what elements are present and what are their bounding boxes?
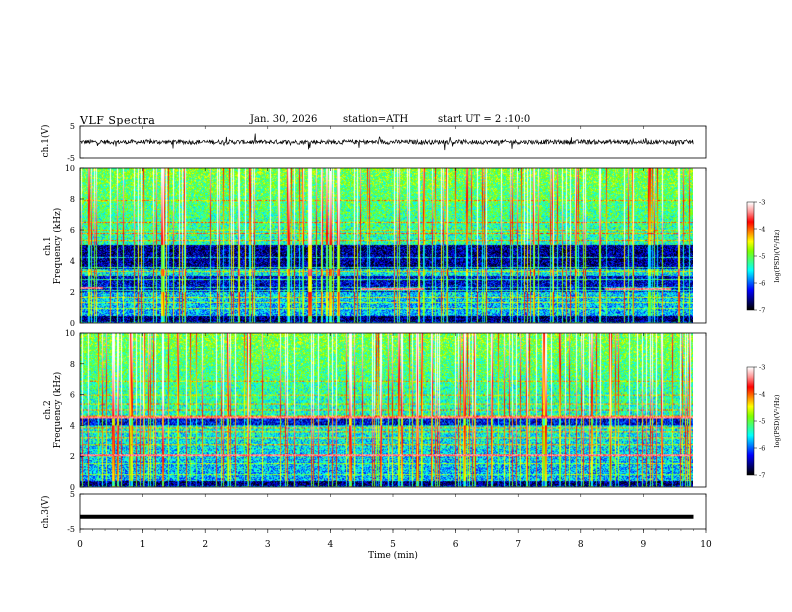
ch1-waveform-ylabel: ch.1(V) xyxy=(40,125,51,158)
ch1-waveform-panel: ch.1(V) xyxy=(40,125,707,159)
x-tick-label: 0 xyxy=(77,540,83,550)
ch2-spectrogram-ytick-label: 2 xyxy=(70,452,75,461)
ch1-spectrogram-ytick-label: 4 xyxy=(70,257,75,266)
ch2-channel-label: ch.2 xyxy=(43,400,53,419)
x-tick-label: 8 xyxy=(578,540,584,550)
ch3-waveform-panel: ch.3(V) xyxy=(40,493,707,530)
ch3-waveform-ytick-label: 5 xyxy=(70,490,75,499)
ch2-spectrogram-panel: ch.2 Frequency (kHz) xyxy=(43,332,707,488)
ch1-colorbar-tick-label: -3 xyxy=(759,199,765,207)
ch2-colorbar-gradient xyxy=(747,367,754,475)
x-tick-label: 4 xyxy=(328,540,334,550)
ch2-spectrogram-ytick-label: 8 xyxy=(70,360,75,369)
ch2-spectrogram-ytick-label: 4 xyxy=(70,421,75,430)
ch1-waveform-ytick-label: -5 xyxy=(67,154,75,163)
x-tick-label: 9 xyxy=(641,540,647,550)
x-tick-label: 3 xyxy=(265,540,271,550)
ch1-waveform-line xyxy=(79,133,694,151)
x-axis-label: Time (min) xyxy=(368,550,418,561)
ch1-spectrogram-ytick-label: 8 xyxy=(70,195,75,204)
date-label: Jan. 30, 2026 xyxy=(250,114,318,125)
ch3-waveform-line xyxy=(80,514,694,519)
ch3-waveform-ylabel: ch.3(V) xyxy=(40,496,51,529)
x-tick-label: 6 xyxy=(453,540,459,550)
x-tick-label: 5 xyxy=(390,540,396,550)
ch1-colorbar-tick-label: -7 xyxy=(759,307,765,315)
ch2-colorbar-label: log(PSD)(V²/Hz) xyxy=(773,394,781,447)
ch3-waveform-ytick-label: -5 xyxy=(67,525,75,534)
ch1-colorbar-tick-label: -5 xyxy=(759,253,765,261)
ch2-spectrogram-ytick-label: 6 xyxy=(70,391,75,400)
ch2-spectrogram-ytick-label: 10 xyxy=(65,329,75,338)
ch2-colorbar-tick-label: -7 xyxy=(759,472,765,480)
ch1-spectrogram-ytick-label: 0 xyxy=(70,319,75,328)
ch1-spectrogram-panel: ch.1 Frequency (kHz) xyxy=(43,167,707,324)
ch2-spectrogram-ytick-label: 0 xyxy=(70,483,75,492)
ch2-spectrogram-image xyxy=(80,333,693,487)
ch1-spectrogram-image xyxy=(80,168,693,323)
start-time-label: start UT = 2 :10:0 xyxy=(438,114,531,125)
ch1-waveform-ytick-label: 5 xyxy=(70,122,75,131)
ch2-colorbar-tick-label: -5 xyxy=(759,418,765,426)
ch1-channel-label: ch.1 xyxy=(43,236,53,255)
ch1-colorbar-label: log(PSD)(V²/Hz) xyxy=(773,229,781,282)
station-label: station=ATH xyxy=(343,114,409,125)
ch1-colorbar-tick-label: -4 xyxy=(759,226,765,234)
ch2-colorbar-tick-label: -3 xyxy=(759,364,765,372)
ch2-colorbar-tick-label: -6 xyxy=(759,445,765,453)
ch1-spectrogram-ytick-label: 10 xyxy=(65,164,75,173)
figure-title: VLF Spectra xyxy=(80,114,156,127)
ch1-frequency-label: Frequency (kHz) xyxy=(52,208,63,285)
x-tick-label: 7 xyxy=(515,540,521,550)
ch3-waveform-frame xyxy=(79,493,707,530)
x-tick-label: 10 xyxy=(700,540,712,550)
x-tick-label: 2 xyxy=(202,540,208,550)
ch2-frequency-label: Frequency (kHz) xyxy=(52,372,63,449)
ch1-spectrogram-ytick-label: 6 xyxy=(70,226,75,235)
x-tick-label: 1 xyxy=(140,540,146,550)
ch2-colorbar-tick-label: -4 xyxy=(759,391,765,399)
ch1-colorbar-tick-label: -6 xyxy=(759,280,765,288)
ch1-spectrogram-ytick-label: 2 xyxy=(70,288,75,297)
ch1-colorbar-gradient xyxy=(747,202,754,310)
